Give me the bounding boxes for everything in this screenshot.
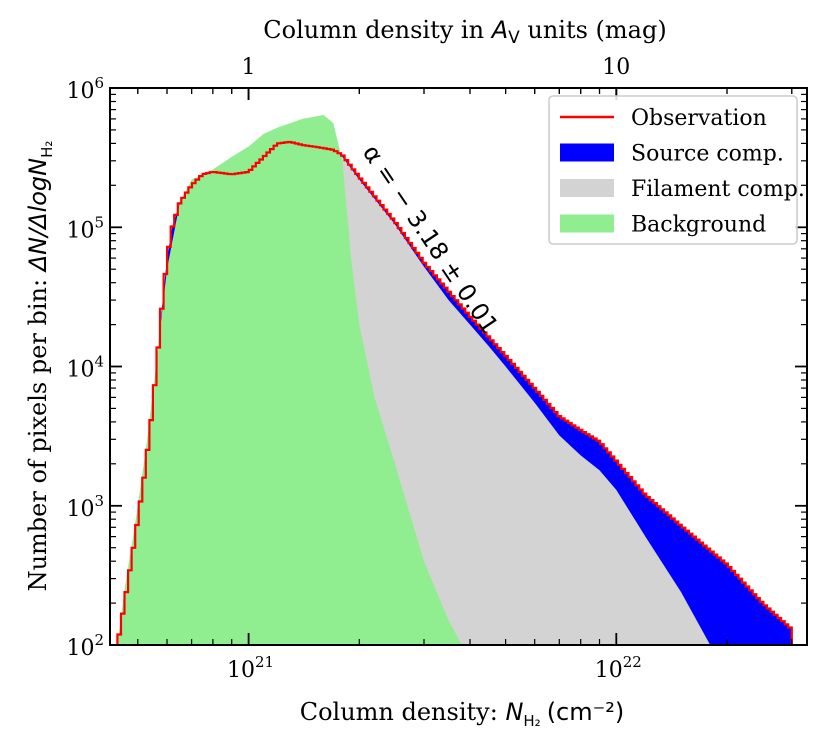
- top-tick-label: 10: [602, 55, 630, 80]
- x-axis-label-prefix: Column density:: [300, 698, 506, 726]
- legend-label: Source comp.: [631, 142, 784, 167]
- legend-label: Background: [631, 213, 766, 238]
- legend-label: Observation: [631, 106, 767, 131]
- background-area: [117, 115, 462, 645]
- y-tick-label: 103: [66, 492, 104, 522]
- top-axis-label-prefix: Column density in: [263, 16, 491, 44]
- top-axis-label-symbol: A: [490, 16, 508, 44]
- legend: Observation Source comp. Filament comp. Bac…: [548, 95, 805, 245]
- y-tick-labels: 102 103 104 105 106: [66, 74, 104, 661]
- y-axis-label-symbol: ΔN/ΔlogN: [24, 158, 52, 273]
- x-tick-labels: 1021 1022: [227, 653, 642, 683]
- x-tick-label: 1021: [227, 653, 274, 683]
- chart-areas: [117, 115, 792, 646]
- y-tick-label: 104: [66, 353, 104, 383]
- legend-swatch-background: [560, 214, 614, 233]
- top-axis-label: Column density in AV units (mag): [263, 16, 666, 48]
- x-axis-label-sub: H₂: [523, 712, 540, 730]
- legend-swatch-source-comp: [560, 143, 614, 162]
- legend-swatch-filament-comp: [560, 179, 614, 197]
- y-axis-label-sub: H₂: [38, 141, 56, 158]
- top-axis-label-sub: V: [508, 28, 520, 48]
- y-axis-label-prefix: Number of pixels per bin:: [24, 271, 52, 591]
- x-axis-label-symbol: N: [505, 698, 523, 726]
- axis-ticks: [110, 87, 807, 646]
- y-tick-label: 106: [66, 74, 104, 104]
- top-axis-label-suffix: units (mag): [520, 16, 667, 44]
- x-axis-label-unit: (cm⁻²): [547, 698, 625, 726]
- top-tick-labels: 1 10: [242, 55, 631, 80]
- x-axis-label: Column density: NH₂ (cm⁻²): [300, 698, 625, 730]
- y-tick-label: 102: [66, 631, 104, 661]
- legend-box: [548, 95, 798, 245]
- top-tick-label: 1: [242, 55, 256, 80]
- legend-label: Filament comp.: [631, 177, 805, 202]
- y-tick-label: 105: [66, 213, 104, 243]
- observation-line: [116, 140, 793, 645]
- x-tick-label: 1022: [595, 653, 642, 683]
- y-axis-label: Number of pixels per bin: ΔN/ΔlogNH₂: [24, 141, 56, 592]
